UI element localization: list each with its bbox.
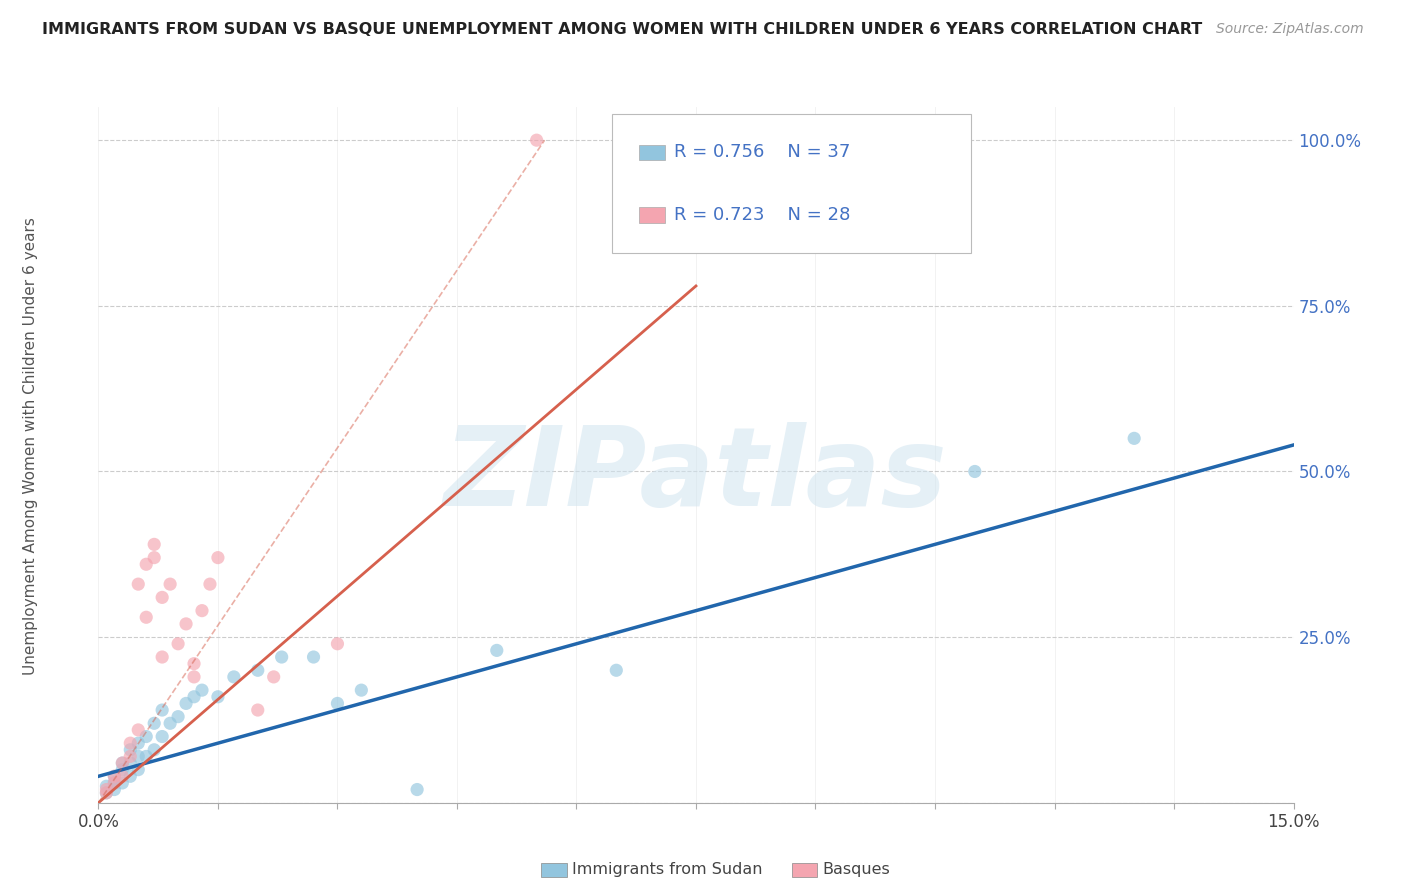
Point	[159, 577, 181, 591]
Point	[150, 650, 173, 665]
Point	[120, 769, 142, 783]
Point	[174, 697, 197, 711]
Point	[103, 776, 125, 790]
Point	[120, 749, 142, 764]
FancyBboxPatch shape	[612, 114, 970, 253]
Point	[1123, 431, 1146, 445]
Point	[120, 756, 142, 770]
Point	[111, 776, 134, 790]
Point	[135, 558, 157, 572]
Point	[111, 763, 134, 777]
Point	[270, 650, 292, 665]
Point	[111, 769, 134, 783]
Point	[127, 723, 149, 737]
Point	[246, 703, 269, 717]
Text: IMMIGRANTS FROM SUDAN VS BASQUE UNEMPLOYMENT AMONG WOMEN WITH CHILDREN UNDER 6 Y: IMMIGRANTS FROM SUDAN VS BASQUE UNEMPLOY…	[42, 22, 1202, 37]
Text: Source: ZipAtlas.com: Source: ZipAtlas.com	[1216, 22, 1364, 37]
Point	[103, 782, 125, 797]
Point	[96, 786, 118, 800]
Point	[183, 657, 205, 671]
Point	[167, 709, 190, 723]
Point	[127, 763, 149, 777]
Point	[167, 637, 190, 651]
Point	[207, 550, 229, 565]
Text: Basques: Basques	[823, 863, 890, 877]
Point	[127, 749, 149, 764]
Point	[143, 743, 166, 757]
Point	[127, 736, 149, 750]
Text: ZIPatlas: ZIPatlas	[444, 422, 948, 529]
Bar	[638, 145, 665, 160]
Point	[135, 730, 157, 744]
Point	[96, 786, 118, 800]
Point	[150, 591, 173, 605]
Point	[135, 610, 157, 624]
Point	[406, 782, 429, 797]
Text: Unemployment Among Women with Children Under 6 years: Unemployment Among Women with Children U…	[24, 217, 38, 675]
Point	[302, 650, 325, 665]
Point	[605, 663, 627, 677]
Point	[263, 670, 285, 684]
Point	[120, 743, 142, 757]
Point	[350, 683, 373, 698]
Text: R = 0.756    N = 37: R = 0.756 N = 37	[675, 144, 851, 161]
Point	[127, 577, 149, 591]
Text: Immigrants from Sudan: Immigrants from Sudan	[572, 863, 762, 877]
Point	[103, 769, 125, 783]
Point	[485, 643, 508, 657]
Point	[111, 756, 134, 770]
Point	[246, 663, 269, 677]
Point	[96, 782, 118, 797]
Point	[150, 703, 173, 717]
Point	[96, 779, 118, 793]
Point	[526, 133, 548, 147]
Point	[326, 637, 349, 651]
Point	[198, 577, 221, 591]
Point	[135, 749, 157, 764]
Point	[159, 716, 181, 731]
Point	[111, 756, 134, 770]
Point	[174, 616, 197, 631]
Point	[143, 550, 166, 565]
Point	[150, 730, 173, 744]
Point	[120, 736, 142, 750]
Point	[191, 683, 214, 698]
Point	[963, 465, 986, 479]
Text: R = 0.723    N = 28: R = 0.723 N = 28	[675, 206, 851, 224]
Point	[143, 716, 166, 731]
Point	[183, 690, 205, 704]
Point	[103, 769, 125, 783]
Point	[103, 776, 125, 790]
Bar	[638, 207, 665, 222]
Point	[183, 670, 205, 684]
Point	[222, 670, 245, 684]
Point	[191, 604, 214, 618]
Point	[326, 697, 349, 711]
Point	[207, 690, 229, 704]
Point	[143, 537, 166, 551]
